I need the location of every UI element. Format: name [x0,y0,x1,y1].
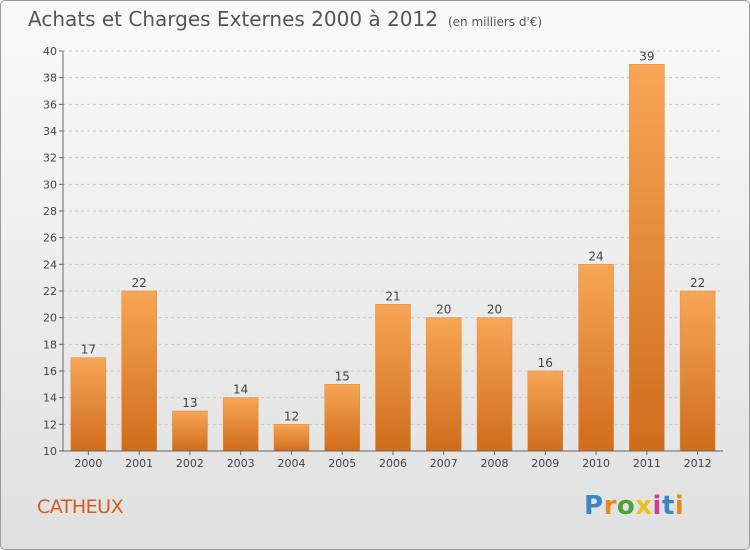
bar-value-label: 13 [182,396,197,410]
y-tick-label: 28 [43,205,57,218]
x-tick-label: 2007 [430,457,458,470]
y-tick-label: 36 [43,98,57,111]
bar-value-label: 22 [690,276,705,290]
logo-letter: t [661,491,675,521]
axes: 10 12 14 16 18 20 22 24 26 28 30 32 34 36 38 40 2000 2001… [43,45,723,470]
y-tick-label: 20 [43,312,57,325]
x-tick-label: 2004 [277,457,305,470]
bars: 17 22 13 14 12 15 21 20 20 16 24 39 22 [70,49,716,452]
bar-value-label: 22 [132,276,147,290]
bar [679,290,716,452]
x-tick-label: 2001 [125,457,153,470]
x-tick-label: 2005 [328,457,356,470]
y-tick-label: 22 [43,285,57,298]
bar [324,384,360,452]
y-tick-label: 12 [43,418,57,431]
logo-letter: i [674,491,685,521]
bar-chart: 17 22 13 14 12 15 21 20 20 16 24 39 22 10 12 14 16 18 20 2… [43,45,723,470]
y-tick-label: 32 [43,152,57,165]
bar [426,317,462,452]
bar [527,370,564,452]
y-tick-label: 26 [43,232,57,245]
bar-value-label: 17 [81,343,96,357]
x-tick-label: 2003 [227,457,255,470]
y-tick-label: 14 [43,392,57,405]
bar [578,264,614,452]
place-name: CATHEUX [37,496,124,518]
x-tick-label: 2000 [74,457,102,470]
bar-value-label: 20 [436,303,451,317]
bar-value-label: 21 [385,289,400,303]
bar [476,317,513,452]
bar-value-label: 20 [487,303,502,317]
x-tick-label: 2002 [176,457,204,470]
bar-value-label: 15 [335,369,350,383]
logo-letter: r [603,491,617,521]
proxiti-logo: Proxiti [584,491,684,521]
y-tick-label: 18 [43,338,57,351]
y-tick-label: 34 [43,125,57,138]
title-unit: (en milliers d'€) [447,15,543,29]
logo-letter: i [652,491,662,521]
bar-value-label: 39 [639,49,654,63]
logo-letter: P [584,491,604,521]
bar [273,424,310,452]
bar [70,357,107,452]
y-tick-label: 24 [43,258,57,271]
y-tick-label: 30 [43,178,57,191]
x-tick-label: 2009 [531,457,559,470]
y-tick-label: 40 [43,45,57,58]
logo-letter: x [635,491,653,521]
chart-title: Achats et Charges Externes 2000 à 2012 (e… [28,7,542,31]
y-tick-label: 10 [43,445,57,458]
x-tick-label: 2011 [633,457,661,470]
bar-value-label: 16 [538,356,553,370]
title-text: Achats et Charges Externes 2000 à 2012 [28,7,438,31]
bar-value-label: 14 [233,383,248,397]
y-tick-label: 38 [43,72,57,85]
bar [121,290,157,452]
bar [629,64,665,452]
x-tick-label: 2008 [481,457,509,470]
y-tick-label: 16 [43,365,57,378]
logo-letter: o [616,491,636,521]
x-tick-label: 2010 [582,457,610,470]
bar-value-label: 12 [284,409,299,423]
bar [222,397,259,452]
bar [172,410,208,452]
x-tick-label: 2006 [379,457,407,470]
bar [375,304,411,452]
x-tick-label: 2012 [684,457,712,470]
bar-value-label: 24 [588,249,603,263]
